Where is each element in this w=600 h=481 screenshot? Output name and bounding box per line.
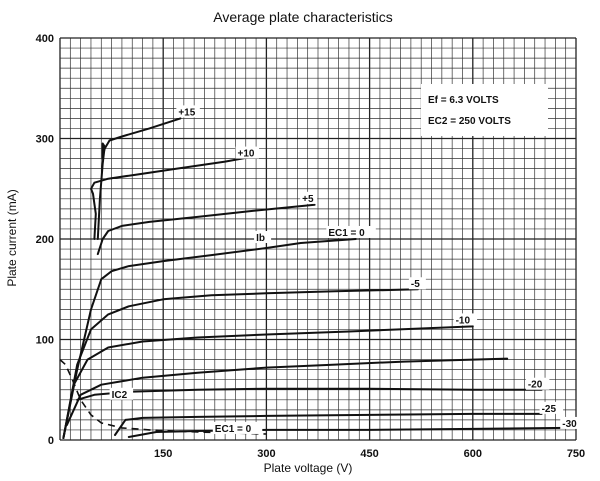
curve-unlabeled-6 [65,357,509,426]
curve-labels: +15 +10 +5 EC1 = 0 -5 -10 -20 -25 -30 Ib IC2 EC1 = … [109,105,584,435]
tick-labels: 150 300 450 600 750 0 100 200 300 400 [36,33,586,460]
curve-10 [90,155,254,240]
curve-label: -5 [411,279,420,290]
curve-label: +10 [238,149,255,160]
condition-ef: Ef = 6.3 VOLTS [428,95,499,106]
characteristic-curves [59,117,567,439]
y-axis-label: Plate current (mA) [5,189,19,286]
chart-title: Average plate characteristics [213,9,393,25]
curve-ic2-ec1-0 [59,359,267,435]
y-tick-label: 400 [36,33,54,45]
y-tick-label: 300 [36,134,54,146]
curve-25 [114,412,543,436]
curve-label: -30 [562,419,577,430]
grid [59,37,577,441]
x-tick-label: 300 [257,448,275,460]
x-tick-label: 450 [360,448,378,460]
curve-label: +5 [302,194,314,205]
y-tick-label: 200 [36,234,54,246]
annotation-label: Ib [256,233,265,244]
curve-label: -10 [456,315,471,326]
y-tick-label: 100 [36,335,54,347]
curve-label: EC1 = 0 [328,228,365,239]
curve-5 [96,203,316,256]
curve-label: -20 [528,380,543,391]
x-axis-label: Plate voltage (V) [264,461,353,475]
curve-20 [76,387,543,401]
curve-10 [62,325,474,439]
y-tick-label: 0 [48,435,54,447]
x-tick-label: 600 [464,448,482,460]
annotation-label: EC1 = 0 [215,424,252,435]
curve-label: -25 [542,404,557,415]
condition-ec2: EC2 = 250 VOLTS [428,116,511,127]
curve-30 [127,426,567,438]
curve-15 [96,117,182,240]
x-tick-label: 750 [567,448,585,460]
curve-label: +15 [178,107,195,118]
curve-5 [62,288,419,439]
curve-ec1-0 [62,238,357,439]
conditions-box: Ef = 6.3 VOLTS EC2 = 250 VOLTS [421,84,548,136]
annotation-label: IC2 [112,390,128,401]
x-tick-label: 150 [154,448,172,460]
